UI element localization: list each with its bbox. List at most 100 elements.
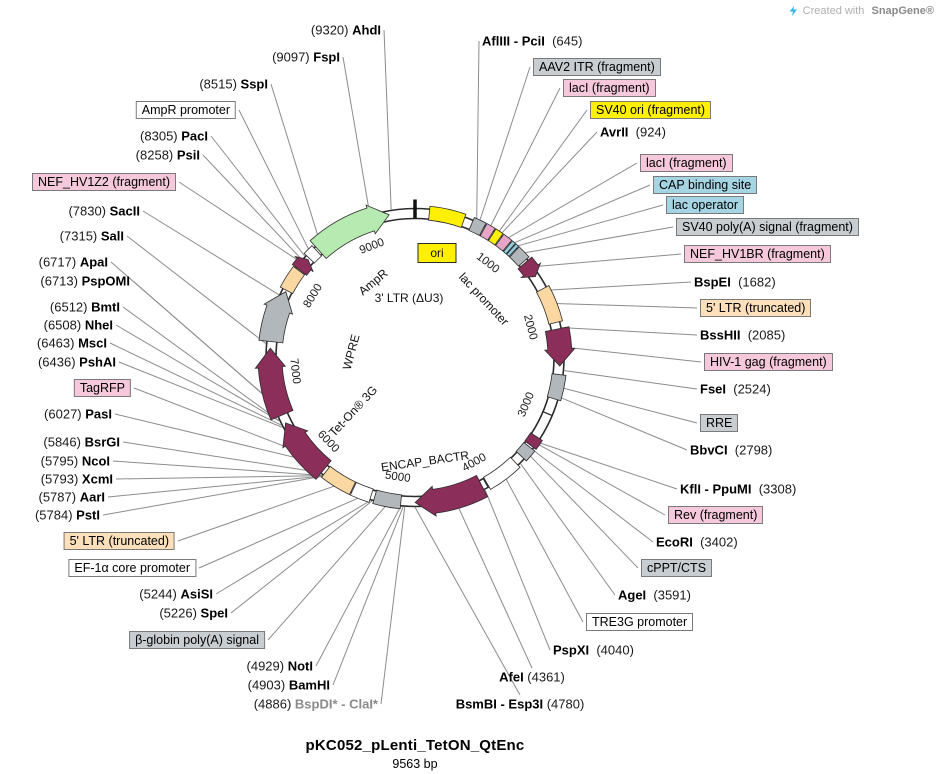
feature-label-text: EF-1α core promoter bbox=[74, 561, 190, 575]
restriction-site-label[interactable]: FseI (2524) bbox=[700, 382, 771, 397]
feature-label[interactable]: RRE bbox=[700, 414, 739, 432]
restriction-site-label[interactable]: (6713) PspOMI bbox=[40, 274, 130, 289]
restriction-site-label[interactable]: (4903) BamHI bbox=[248, 678, 330, 693]
plasmid-feature[interactable] bbox=[303, 245, 323, 264]
feature-label[interactable]: 5' LTR (truncated) bbox=[700, 299, 812, 317]
feature-label[interactable]: NEF_HV1BR (fragment) bbox=[684, 245, 831, 263]
plasmid-feature[interactable] bbox=[515, 441, 536, 462]
restriction-site-label[interactable]: (5793) XcmI bbox=[41, 472, 113, 487]
site-name: BssHII bbox=[700, 327, 741, 343]
site-name: AfeI bbox=[499, 669, 524, 685]
restriction-site-label[interactable]: (6508) NheI bbox=[44, 318, 113, 333]
feature-label[interactable]: TRE3G promoter bbox=[586, 613, 694, 631]
site-position: (8515) bbox=[199, 76, 241, 92]
feature-label[interactable]: CAP binding site bbox=[653, 176, 758, 194]
restriction-site-label[interactable]: (6463) MscI bbox=[37, 336, 107, 351]
restriction-site-label[interactable]: (8258) PsiI bbox=[136, 148, 200, 163]
restriction-site-label[interactable]: (8305) PacI bbox=[140, 129, 208, 144]
plasmid-feature[interactable] bbox=[524, 432, 543, 451]
restriction-site-label[interactable]: (6512) BmtI bbox=[50, 300, 120, 315]
feature-label-text: TagRFP bbox=[79, 381, 125, 395]
restriction-site-label[interactable]: AgeI (3591) bbox=[618, 588, 691, 603]
restriction-site-label[interactable]: AfeI (4361) bbox=[499, 670, 565, 685]
restriction-site-label[interactable]: AflIII - PciI (645) bbox=[482, 34, 582, 49]
leader-line bbox=[515, 204, 664, 247]
restriction-site-label[interactable]: (6027) PasI bbox=[44, 407, 112, 422]
tick-mark bbox=[542, 411, 553, 417]
plasmid-feature[interactable] bbox=[509, 246, 530, 267]
plasmid-feature[interactable] bbox=[517, 256, 542, 279]
feature-label[interactable]: NEF_HV1Z2 (fragment) bbox=[32, 173, 176, 191]
plasmid-feature[interactable] bbox=[279, 265, 306, 295]
restriction-site-label[interactable]: BspEI (1682) bbox=[694, 275, 776, 290]
plasmid-feature[interactable] bbox=[487, 228, 504, 246]
restriction-site-label[interactable]: BsmBI - Esp3I (4780) bbox=[456, 697, 585, 712]
feature-label[interactable]: 5' LTR (truncated) bbox=[63, 532, 175, 550]
restriction-site-label[interactable]: (9097) FspI bbox=[272, 50, 340, 65]
feature-label[interactable]: lac operator bbox=[666, 196, 745, 214]
feature-name-box[interactable] bbox=[417, 243, 457, 263]
plasmid-feature[interactable] bbox=[372, 489, 402, 510]
plasmid-feature[interactable] bbox=[428, 205, 467, 228]
restriction-site-label[interactable]: (7315) SalI bbox=[60, 229, 124, 244]
feature-label[interactable]: Rev (fragment) bbox=[668, 506, 764, 524]
restriction-site-label[interactable]: KflI - PpuMI (3308) bbox=[680, 482, 796, 497]
feature-label[interactable]: EF-1α core promoter bbox=[68, 559, 196, 577]
restriction-site-label[interactable]: PspXI (4040) bbox=[553, 643, 634, 658]
restriction-site-label[interactable]: (5226) SpeI bbox=[159, 606, 228, 621]
restriction-site-label[interactable]: EcoRI (3402) bbox=[656, 535, 738, 550]
feature-label[interactable]: HIV-1 gag (fragment) bbox=[704, 353, 833, 371]
watermark-text: Created with bbox=[802, 5, 868, 17]
leader-line bbox=[215, 500, 371, 595]
plasmid-feature[interactable] bbox=[414, 474, 489, 517]
plasmid-feature[interactable] bbox=[543, 326, 576, 367]
restriction-site-label[interactable]: BbvCI (2798) bbox=[690, 443, 772, 458]
plasmid-feature[interactable] bbox=[502, 240, 516, 255]
plasmid-feature[interactable] bbox=[483, 456, 521, 490]
feature-label[interactable]: SV40 ori (fragment) bbox=[590, 101, 712, 119]
feature-label[interactable]: lacI (fragment) bbox=[640, 154, 733, 172]
restriction-site-label[interactable]: (5784) PstI bbox=[35, 508, 100, 523]
plasmid-feature[interactable] bbox=[506, 243, 520, 257]
leader-line bbox=[383, 29, 392, 210]
site-name: NcoI bbox=[81, 453, 110, 469]
restriction-site-label[interactable]: (6717) ApaI bbox=[39, 255, 108, 270]
feature-label[interactable]: AAV2 ITR (fragment) bbox=[533, 58, 661, 76]
plasmid-feature[interactable] bbox=[349, 481, 374, 503]
restriction-site-label[interactable]: BssHII (2085) bbox=[700, 328, 785, 343]
feature-label[interactable]: SV40 poly(A) signal (fragment) bbox=[676, 218, 859, 236]
site-position: (6512) bbox=[49, 299, 92, 315]
leader-line bbox=[504, 477, 584, 623]
plasmid-feature[interactable] bbox=[258, 291, 294, 344]
plasmid-feature[interactable] bbox=[468, 217, 487, 237]
plasmid-feature[interactable] bbox=[495, 233, 513, 252]
feature-label[interactable]: AmpR promoter bbox=[135, 101, 236, 119]
feature-label[interactable]: TagRFP bbox=[73, 379, 131, 397]
plasmid-feature[interactable] bbox=[320, 465, 357, 496]
restriction-site-label[interactable]: (8515) SspI bbox=[199, 77, 268, 92]
site-name: NheI bbox=[84, 317, 113, 333]
restriction-site-label[interactable]: (7830) SacII bbox=[68, 204, 140, 219]
feature-label[interactable]: lacI (fragment) bbox=[563, 79, 656, 97]
restriction-site-label[interactable]: AvrII (924) bbox=[600, 125, 666, 140]
plasmid-feature[interactable] bbox=[546, 373, 567, 402]
plasmid-feature[interactable] bbox=[479, 223, 496, 241]
restriction-site-label[interactable]: (4929) NotI bbox=[247, 659, 313, 674]
restriction-site-label[interactable]: (5846) BsrGI bbox=[43, 435, 120, 450]
restriction-site-label[interactable]: (6436) PshAI bbox=[38, 355, 116, 370]
leader-line bbox=[315, 506, 401, 667]
restriction-site-label[interactable]: (9320) AhdI bbox=[311, 23, 381, 38]
site-position: (5846) bbox=[43, 434, 85, 450]
restriction-site-label[interactable]: (5244) AsiSI bbox=[139, 587, 213, 602]
plasmid-feature[interactable] bbox=[254, 347, 294, 421]
leader-line bbox=[564, 370, 698, 390]
restriction-site-label[interactable]: (5795) NcoI bbox=[41, 454, 110, 469]
plasmid-feature[interactable] bbox=[291, 256, 314, 276]
plasmid-feature[interactable] bbox=[536, 284, 563, 325]
restriction-site-label[interactable]: (5787) AarI bbox=[39, 490, 106, 505]
feature-label[interactable]: cPPT/CTS bbox=[641, 559, 713, 577]
plasmid-feature[interactable] bbox=[309, 204, 390, 260]
restriction-site-label[interactable]: (4886) BspDI* - ClaI* bbox=[254, 697, 378, 712]
feature-label[interactable]: β-globin poly(A) signal bbox=[129, 631, 265, 649]
plasmid-feature[interactable] bbox=[282, 422, 332, 480]
